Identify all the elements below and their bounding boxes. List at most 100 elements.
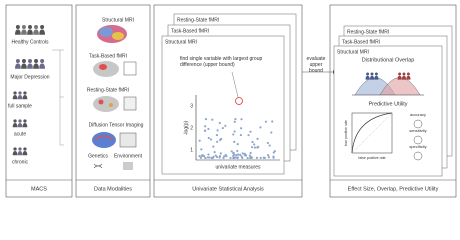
overlap-curves [352,77,424,96]
dot [224,124,227,127]
person-icon [17,91,23,100]
dot [200,154,203,157]
footer: Univariate Statistical Analysis [192,186,264,192]
label: Structural MRI [102,17,134,23]
dot [240,118,243,121]
dot [210,156,213,160]
label: acute [14,131,26,137]
section-title: Predictive Utility [368,101,407,107]
label: Task-Based fMRI [89,53,127,59]
label: Healthy Controls [12,39,49,45]
body [27,63,33,69]
dot [272,151,275,154]
head [406,72,410,76]
body [369,75,375,80]
person-icon [12,91,18,100]
head [21,25,26,29]
person-icon [22,91,28,100]
footer: MACS [31,186,47,192]
dot [199,156,203,159]
axis-label: univariate measures [215,164,261,170]
dot [256,137,259,140]
dot [235,154,238,157]
dot [248,154,251,157]
head [40,59,45,63]
head [21,59,26,63]
dot [239,133,242,137]
body [406,75,411,80]
dot [256,146,259,149]
dot [223,155,226,158]
pointer [231,71,239,98]
dot [198,155,201,158]
label: chronic [12,159,29,165]
dot [232,133,235,136]
label: Diffusion Tensor Imaging [89,122,144,128]
dot [207,153,210,156]
dot [230,150,233,153]
dot [243,152,246,155]
head [15,59,20,63]
body [12,122,18,128]
body [374,75,379,80]
head [370,72,374,76]
head [34,25,39,29]
panel-box [5,4,73,198]
dot [253,146,257,149]
label: Major Depression [10,74,49,80]
head [28,59,32,63]
metric-icons [413,119,423,161]
footer: Effect Size, Overlap, Predictive Utility [348,186,439,192]
person-icon [401,72,407,80]
person-icon [12,119,18,128]
person-icon [27,59,33,69]
dot [239,153,242,157]
dot [247,134,250,137]
person-icon [33,25,39,35]
dot [213,151,216,154]
dot [203,129,207,132]
dot [232,154,235,157]
tick-label: 3 [190,103,193,109]
card-title: Task-Based fMRI [171,28,209,34]
head [366,72,370,76]
dot [211,118,214,121]
body [12,94,18,100]
person-icon [21,25,27,35]
dot [262,156,265,159]
dot [232,156,235,160]
head [18,119,22,123]
body [397,75,402,80]
dot [207,136,210,140]
body [15,63,21,69]
body [39,29,45,35]
dot [233,120,236,123]
dot [218,138,222,142]
head [15,25,20,29]
dot [259,126,262,129]
section-title: Distributional Overlap [362,57,415,63]
dot [229,156,232,160]
dot [241,156,244,160]
dot [222,156,225,160]
dot [224,153,227,157]
dot [237,153,240,156]
person-icon [21,59,27,69]
axis-label: false positive rate [358,156,385,160]
head [402,72,406,76]
dot [246,156,249,160]
person-icon [12,147,18,156]
label: Resting-State fMRI [87,87,129,93]
head [398,72,402,76]
dot [212,155,215,158]
label: full sample [8,103,32,109]
dot [240,127,243,130]
dot [250,156,253,159]
head [23,91,27,95]
dot [207,127,210,131]
metric-label: sensitivity [409,128,426,133]
card-title: Resting-State fMRI [347,29,389,35]
dot [251,146,254,149]
card [333,45,443,177]
dot [216,140,219,143]
